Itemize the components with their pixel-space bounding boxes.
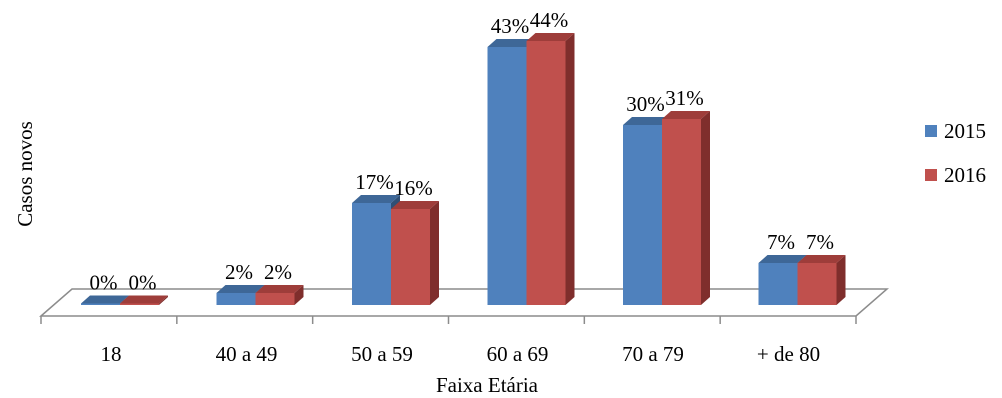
data-label-2016-4: 31% bbox=[665, 86, 704, 110]
x-axis-title: Faixa Etária bbox=[436, 373, 539, 397]
bar-top bbox=[623, 117, 671, 125]
bar-top bbox=[391, 201, 439, 209]
data-labels: 0% 0% 2% 2% 17% 16% 43% 44% 30% 31% 7% 7% bbox=[90, 8, 835, 295]
data-label-2015-2: 17% bbox=[355, 170, 394, 194]
data-label-2015-4: 30% bbox=[626, 92, 665, 116]
legend-label-2015: 2015 bbox=[944, 119, 986, 143]
bar-top bbox=[526, 33, 575, 41]
data-label-2016-0: 0% bbox=[129, 271, 157, 295]
bar-front bbox=[487, 47, 527, 305]
bar-front bbox=[255, 293, 295, 305]
bar-front bbox=[662, 119, 701, 305]
bar-side bbox=[701, 111, 710, 305]
data-label-2015-0: 0% bbox=[90, 271, 118, 295]
bar-2016-1 bbox=[255, 285, 304, 305]
bar-side bbox=[430, 201, 439, 305]
data-label-2015-1: 2% bbox=[225, 260, 253, 284]
bar-front bbox=[391, 209, 430, 305]
y-axis-title: Casos novos bbox=[13, 121, 37, 227]
x-tick-label-1: 40 a 49 bbox=[216, 342, 278, 366]
bar-front bbox=[758, 263, 798, 305]
data-label-2016-2: 16% bbox=[394, 176, 433, 200]
bar-top bbox=[662, 111, 710, 119]
bar-top bbox=[255, 285, 304, 293]
bar-top bbox=[352, 195, 400, 203]
bar-2016-2 bbox=[391, 201, 439, 305]
bar-top bbox=[216, 285, 265, 293]
bar-front bbox=[526, 41, 566, 305]
bar-front bbox=[216, 293, 256, 305]
data-label-2016-1: 2% bbox=[264, 260, 292, 284]
bar-front bbox=[120, 303, 159, 305]
data-label-2015-5: 7% bbox=[767, 230, 795, 254]
legend-swatch-2015 bbox=[925, 125, 937, 137]
bar-front bbox=[81, 303, 120, 305]
data-label-2016-5: 7% bbox=[806, 230, 834, 254]
data-label-2015-3: 43% bbox=[491, 14, 530, 38]
bar-top bbox=[758, 255, 807, 263]
x-tick-label-3: 60 a 69 bbox=[487, 342, 549, 366]
bar-top bbox=[81, 295, 129, 304]
bar-side bbox=[294, 285, 304, 305]
bar-2016-3 bbox=[526, 33, 575, 305]
data-label-2016-3: 44% bbox=[530, 8, 569, 32]
legend-label-2016: 2016 bbox=[944, 163, 986, 187]
x-tick-label-2: 50 a 59 bbox=[351, 342, 413, 366]
bar-2016-5 bbox=[797, 255, 846, 305]
bar-top bbox=[487, 39, 536, 47]
bar-2016-0 bbox=[120, 295, 168, 305]
legend: 2015 2016 bbox=[925, 119, 986, 187]
x-tick-label-5: + de 80 bbox=[757, 342, 820, 366]
bar-front bbox=[797, 263, 837, 305]
x-axis-ticks: 18 40 a 49 50 a 59 60 a 69 70 a 79 + de 80 bbox=[40, 316, 857, 366]
x-tick-label-4: 70 a 79 bbox=[622, 342, 684, 366]
bar-front bbox=[352, 203, 391, 305]
bar-top bbox=[120, 295, 168, 304]
bar-side bbox=[159, 295, 168, 305]
bar-top bbox=[797, 255, 846, 263]
bar-2015-1 bbox=[216, 285, 265, 305]
bar-2016-4 bbox=[662, 111, 710, 305]
x-tick-label-0: 18 bbox=[101, 342, 122, 366]
bar-side bbox=[836, 255, 846, 305]
legend-swatch-2016 bbox=[925, 169, 937, 181]
bars bbox=[81, 33, 846, 305]
bar-front bbox=[623, 125, 662, 305]
bar-side bbox=[565, 33, 575, 305]
